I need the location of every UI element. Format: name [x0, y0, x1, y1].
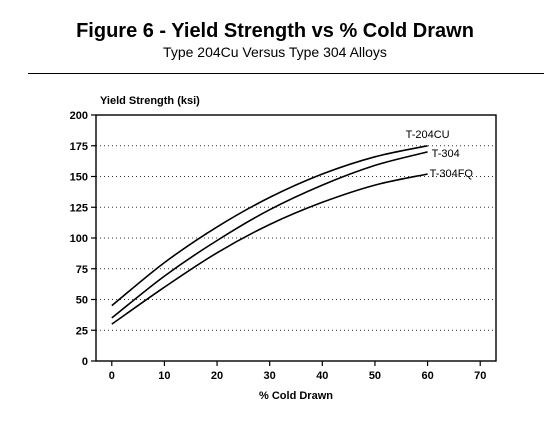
x-tick-label: 40	[316, 370, 328, 382]
series-label: T-304FQ	[430, 168, 474, 180]
x-tick-label: 20	[211, 370, 223, 382]
x-tick-label: 60	[421, 370, 433, 382]
y-tick-label: 75	[76, 264, 88, 276]
y-tick-label: 100	[70, 233, 88, 245]
x-tick-label: 50	[369, 370, 381, 382]
series-line	[111, 151, 428, 319]
series-label: T-204CU	[406, 129, 450, 141]
x-tick-label: 70	[474, 370, 486, 382]
y-axis-label: Yield Strength (ksi)	[100, 95, 200, 107]
y-tick-label: 50	[76, 295, 88, 307]
y-tick-label: 150	[70, 172, 88, 184]
x-tick-label: 0	[109, 370, 115, 382]
y-tick-label: 25	[76, 325, 88, 337]
y-tick-label: 175	[70, 141, 88, 153]
y-tick-label: 125	[70, 202, 88, 214]
header-divider	[28, 73, 544, 74]
y-tick-label: 0	[82, 356, 88, 368]
series-label: T-304	[432, 148, 460, 160]
x-tick-label: 30	[264, 370, 276, 382]
series-line	[111, 173, 428, 325]
y-tick-label: 200	[70, 110, 88, 122]
x-axis-label: % Cold Drawn	[259, 390, 333, 402]
chart-subtitle: Type 204Cu Versus Type 304 Alloys	[163, 44, 387, 60]
chart-title: Figure 6 - Yield Strength vs % Cold Draw…	[76, 20, 474, 42]
series-line	[111, 145, 428, 307]
x-tick-label: 10	[158, 370, 170, 382]
